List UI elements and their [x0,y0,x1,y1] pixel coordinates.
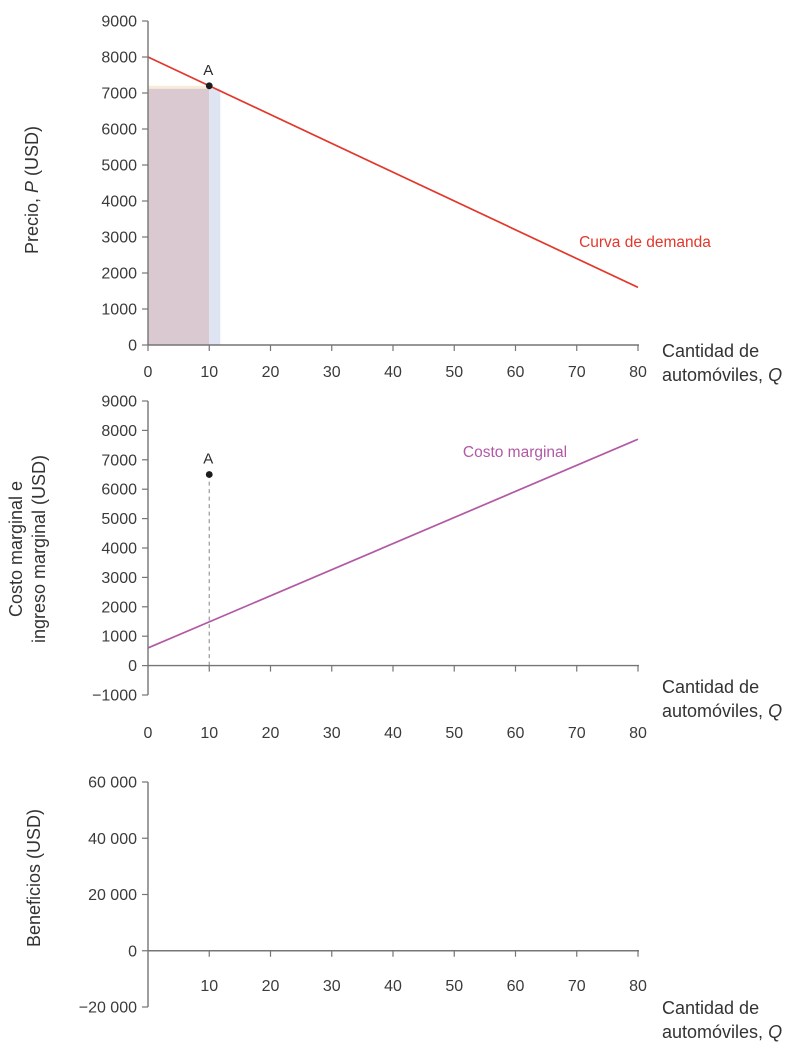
x-tick-label: 40 [384,725,402,742]
y-tick-label: 6000 [101,482,137,499]
y-axis-title: Beneficios (USD) [24,809,44,947]
x-tick-label: 30 [323,978,341,995]
series-label: Costo marginal [463,444,567,461]
y-tick-label: −20 000 [79,1000,137,1017]
x-axis-title-line1: Cantidad de [662,998,759,1018]
region-extra-unit-strip [209,88,221,346]
x-tick-label: 60 [507,725,525,742]
y-tick-label: 8000 [101,50,137,67]
point-label: A [203,451,213,468]
y-tick-label: 7000 [101,86,137,103]
x-tick-label: 70 [568,364,586,381]
y-tick-label: 6000 [101,122,137,139]
x-tick-label: 30 [323,364,341,381]
point-A [205,82,213,90]
x-tick-label: 80 [629,725,647,742]
x-tick-label: 80 [629,364,647,381]
x-tick-label: 70 [568,978,586,995]
y-axis-title: Precio, P (USD) [22,126,42,254]
x-axis-title-line1: Cantidad de [662,677,759,697]
x-tick-label: 10 [200,978,218,995]
y-tick-label: 4000 [101,194,137,211]
x-tick-label: 10 [200,725,218,742]
x-tick-label: 40 [384,364,402,381]
point-label: A [203,62,213,79]
panel-costo-marginal: −1000 0 1000 2000 3000 4000 5000 6000 7000 8000 90… [6,394,782,743]
y-tick-label: 20 000 [88,887,137,904]
x-tick-label: 0 [144,364,153,381]
y-tick-label: 40 000 [88,831,137,848]
y-tick-label: 8000 [101,423,137,440]
y-tick-label: 5000 [101,158,137,175]
y-tick-label: 3000 [101,570,137,587]
x-axis-title-line1: Cantidad de [662,341,759,361]
x-tick-label: 60 [507,364,525,381]
series-curva-de-demanda [147,56,639,289]
y-tick-label: 0 [128,943,137,960]
y-tick-label: 2000 [101,266,137,283]
series-costo-marginal [147,438,639,649]
y-tick-label: 0 [128,658,137,675]
x-axis-title-line2: automóviles, Q [662,701,782,721]
y-tick-label: −1000 [92,688,137,705]
x-tick-label: 20 [262,725,280,742]
x-tick-label: 0 [144,725,153,742]
point-A [205,471,213,478]
y-tick-label: 60 000 [88,775,137,792]
y-axis-title: Costo marginal e ingreso marginal (USD) [6,455,49,643]
y-tick-label: 7000 [101,452,137,469]
y-tick-label: 9000 [101,14,137,31]
x-tick-label: 50 [445,725,463,742]
y-tick-label: 4000 [101,541,137,558]
y-tick-label: 1000 [101,629,137,646]
x-tick-label: 80 [629,978,647,995]
panel-beneficios: −20 000 0 20 000 40 000 60 000 10 20 30 40 50 60 70… [24,775,782,1043]
y-tick-label: 9000 [101,394,137,411]
x-tick-label: 60 [507,978,525,995]
x-tick-label: 20 [262,978,280,995]
x-axis-title-line2: automóviles, Q [662,1022,782,1042]
region-price-drop-strip [148,85,210,89]
y-tick-label: 2000 [101,599,137,616]
series-label: Curva de demanda [579,234,711,251]
x-tick-label: 40 [384,978,402,995]
y-tick-label: 3000 [101,230,137,247]
x-tick-label: 10 [200,364,218,381]
y-tick-label: 1000 [101,302,137,319]
x-tick-label: 50 [445,978,463,995]
region-revenue-rectangle [148,88,210,346]
x-axis-title-line2: automóviles, Q [662,365,782,385]
y-tick-label: 5000 [101,511,137,528]
x-tick-label: 30 [323,725,341,742]
y-tick-label: 0 [128,338,137,355]
x-tick-label: 50 [445,364,463,381]
x-tick-label: 70 [568,725,586,742]
x-tick-label: 20 [262,364,280,381]
panel-demanda: 0 1000 2000 3000 4000 5000 6000 7000 8000 9000 0 10… [22,14,782,386]
